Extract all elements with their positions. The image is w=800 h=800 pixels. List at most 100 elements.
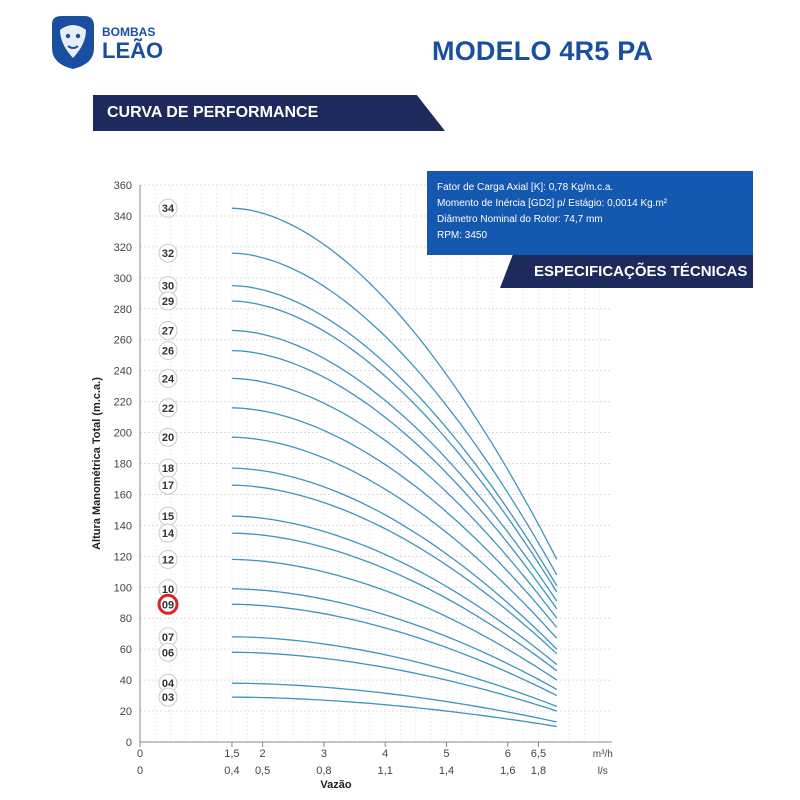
section-title: CURVA DE PERFORMANCE <box>107 104 319 121</box>
spec-tab-label: ESPECIFICAÇÕES TÉCNICAS <box>534 263 748 280</box>
y-axis-title: Altura Manométrica Total (m.c.a.) <box>91 377 103 550</box>
stage-label-34: 34 <box>162 203 175 215</box>
stage-label-03: 03 <box>162 692 174 704</box>
curve-stage-29 <box>231 300 558 593</box>
y-tick-label: 240 <box>114 366 132 378</box>
x-unit-m3h: m³/h <box>593 749 613 760</box>
curve-stage-10 <box>231 588 558 690</box>
stage-label-15: 15 <box>162 511 174 523</box>
stage-label-06: 06 <box>162 647 174 659</box>
stage-label-ring <box>158 243 178 263</box>
curve-stage-22 <box>231 407 558 628</box>
curve-stage-17 <box>231 484 558 655</box>
curve-stage-14 <box>231 532 558 672</box>
y-tick-label: 300 <box>114 273 132 285</box>
stage-label-ring <box>158 475 178 495</box>
curve-stage-04 <box>231 682 557 723</box>
x-axis-title: Vazão <box>320 779 351 791</box>
y-tick-label: 80 <box>120 613 132 625</box>
x-tick-label-m3h: 6,5 <box>531 748 546 760</box>
y-tick-label: 180 <box>114 459 132 471</box>
spec-line-rpm: RPM: 3450 <box>437 230 488 241</box>
y-tick-label: 20 <box>120 706 132 718</box>
y-tick-label: 340 <box>114 211 132 223</box>
curve-stage-26 <box>231 349 558 610</box>
spec-tab: ESPECIFICAÇÕES TÉCNICAS <box>500 255 753 288</box>
spec-line-inertia: Momento de Inércia [GD2] p/ Estágio: 0,0… <box>437 198 668 209</box>
stage-label-29: 29 <box>162 296 174 308</box>
curve-stage-09 <box>231 603 558 697</box>
stage-label-14: 14 <box>162 528 175 540</box>
curve-stage-24 <box>231 377 558 619</box>
stage-label-ring <box>157 593 179 615</box>
y-tick-label: 320 <box>114 242 132 254</box>
x-tick-label-ls: 0,4 <box>224 765 239 777</box>
curve-stage-32 <box>231 252 558 576</box>
curve-stage-18 <box>231 467 558 650</box>
y-tick-label: 40 <box>120 675 132 687</box>
stage-label-26: 26 <box>162 346 174 358</box>
y-tick-label: 100 <box>114 582 132 594</box>
stage-label-ring <box>158 523 178 543</box>
curve-stage-30 <box>231 284 558 587</box>
x-tick-label-ls: 1,8 <box>531 765 546 777</box>
stage-label-20: 20 <box>162 432 174 444</box>
y-tick-label: 360 <box>114 180 132 192</box>
lion-logo-icon: BOMBAS LEÃO <box>52 16 163 69</box>
stage-label-07: 07 <box>162 632 174 644</box>
x-tick-label-ls: 0,8 <box>316 765 331 777</box>
y-tick-label: 60 <box>120 644 132 656</box>
model-title: MODELO 4R5 PA <box>432 36 654 66</box>
stage-label-ring <box>158 687 178 707</box>
stage-label-18: 18 <box>162 463 174 475</box>
x-tick-label-m3h: 3 <box>321 748 327 760</box>
x-tick-label-ls: 1,1 <box>378 765 393 777</box>
brand-logo: BOMBAS LEÃO <box>48 14 188 70</box>
stage-label-ring <box>158 549 178 569</box>
y-tick-label: 140 <box>114 520 132 532</box>
curve-stage-15 <box>231 515 558 666</box>
y-tick-label: 160 <box>114 489 132 501</box>
spec-line-rotor-diameter: Diâmetro Nominal do Rotor: 74,7 mm <box>437 214 603 225</box>
curve-stage-03 <box>231 696 557 728</box>
spec-line-axial-load: Fator de Carga Axial [K]: 0,78 Kg/m.c.a. <box>437 182 614 193</box>
curve-stage-27 <box>231 329 558 602</box>
x-tick-label-ls: 1,4 <box>439 765 454 777</box>
curve-stage-06 <box>231 651 558 712</box>
x-tick-label-m3h: 1,5 <box>224 748 239 760</box>
section-banner: CURVA DE PERFORMANCE <box>93 95 445 131</box>
curve-stage-12 <box>231 558 558 681</box>
x-tick-label-m3h: 5 <box>443 748 449 760</box>
y-tick-label: 200 <box>114 428 132 440</box>
stage-label-04: 04 <box>162 678 175 690</box>
spec-box: Fator de Carga Axial [K]: 0,78 Kg/m.c.a.… <box>427 171 753 255</box>
x-tick-label-m3h: 2 <box>260 748 266 760</box>
y-tick-label: 0 <box>126 737 132 749</box>
stage-label-30: 30 <box>162 281 174 293</box>
brand-name-line2: LEÃO <box>102 38 163 63</box>
brand-name-line1: BOMBAS <box>102 25 155 39</box>
stage-label-17: 17 <box>162 480 174 492</box>
stage-label-ring <box>158 642 178 662</box>
stage-label-12: 12 <box>162 554 174 566</box>
y-tick-label: 220 <box>114 397 132 409</box>
y-tick-label: 260 <box>114 335 132 347</box>
curve-stage-20 <box>231 436 558 639</box>
stage-label-ring <box>158 320 178 340</box>
stage-label-ring <box>158 427 178 447</box>
stage-label-32: 32 <box>162 248 174 260</box>
stage-label-24: 24 <box>162 373 175 385</box>
x-tick-label-m3h: 6 <box>505 748 511 760</box>
curve-stage-07 <box>231 636 558 708</box>
y-tick-label: 280 <box>114 304 132 316</box>
stage-label-ring <box>158 198 178 218</box>
stage-label-10: 10 <box>162 584 174 596</box>
stage-label-ring <box>158 291 178 311</box>
stage-label-09: 09 <box>162 599 174 611</box>
curve-stage-34 <box>231 207 558 560</box>
x-tick-label-ls: 1,6 <box>500 765 515 777</box>
stage-label-ring <box>158 368 178 388</box>
x-unit-ls: l/s <box>598 766 608 777</box>
stage-label-ring <box>158 341 178 361</box>
stage-label-22: 22 <box>162 403 174 415</box>
